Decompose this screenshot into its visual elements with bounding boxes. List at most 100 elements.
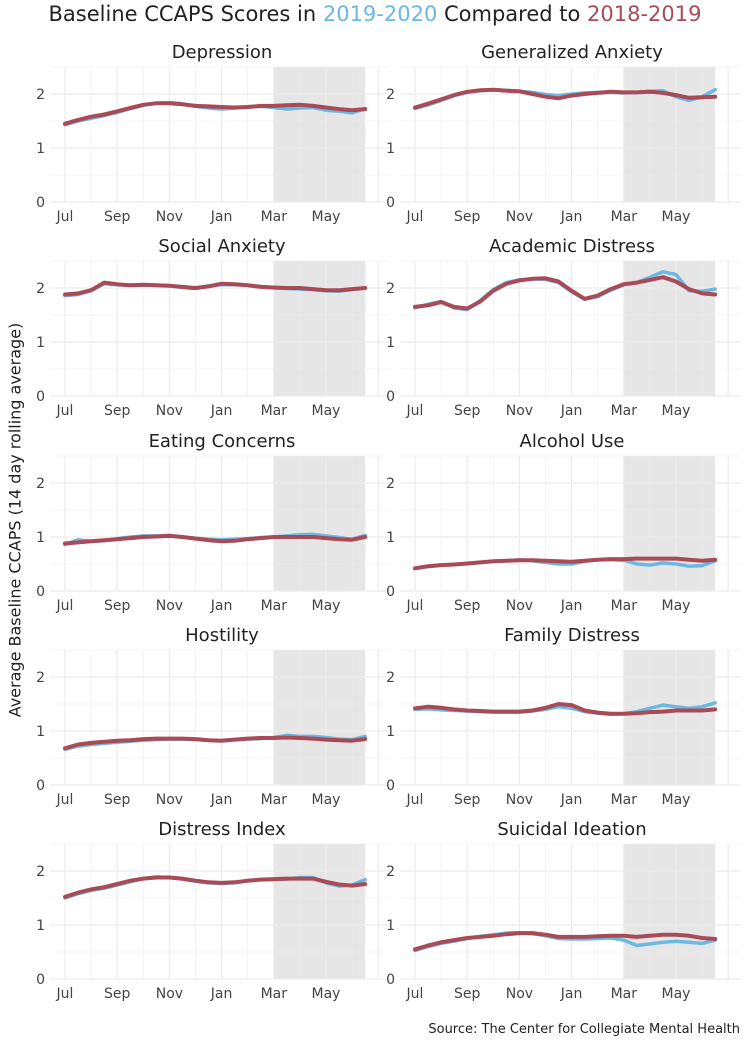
x-tick-label: Jul	[56, 598, 74, 614]
y-tick-label: 1	[36, 141, 45, 157]
panel-title: Hostility	[185, 625, 259, 646]
x-tick-label: Mar	[261, 598, 288, 614]
x-tick-label: Nov	[156, 598, 183, 614]
x-tick-label: May	[662, 792, 691, 808]
y-tick-label: 1	[386, 918, 395, 934]
series-line-2018-2019	[63, 280, 368, 297]
panel-title: Eating Concerns	[149, 431, 296, 452]
title-middle: Compared to	[437, 2, 588, 26]
y-tick-label: 2	[36, 864, 45, 880]
y-tick-label: 2	[386, 864, 395, 880]
x-tick-label: Jul	[406, 986, 424, 1002]
x-tick-label: Mar	[261, 792, 288, 808]
x-tick-label: May	[662, 986, 691, 1002]
y-tick-label: 2	[386, 281, 395, 297]
x-tick-label: Jul	[56, 209, 74, 225]
x-tick-label: Jan	[560, 209, 583, 225]
x-tick-label: Jul	[56, 792, 74, 808]
panel-depression: 0 1 2 Jul Sep Nov Jan Mar May Depression	[36, 42, 390, 225]
x-tick-label: Mar	[611, 986, 638, 1002]
panel-title: Alcohol Use	[520, 431, 625, 452]
x-tick-label: Sep	[104, 209, 131, 225]
x-tick-label: Mar	[261, 986, 288, 1002]
shaded-period	[273, 67, 366, 202]
x-tick-label: Jan	[560, 986, 583, 1002]
x-tick-label: Jan	[210, 986, 233, 1002]
panel-hostility: 0 1 2 Jul Sep Nov Jan Mar May Hostility	[36, 625, 390, 808]
x-tick-label: Jul	[406, 403, 424, 419]
panel-generalized-anxiety: 0 1 2 Jul Sep Nov Jan Mar May Generalized Anxiety	[386, 42, 740, 225]
shaded-period	[623, 456, 716, 591]
x-tick-label: Sep	[104, 403, 131, 419]
x-tick-label: Sep	[454, 598, 481, 614]
x-tick-label: Sep	[454, 403, 481, 419]
y-tick-label: 1	[386, 530, 395, 546]
y-tick-label: 0	[36, 972, 45, 988]
panel-eating-concerns: 0 1 2 Jul Sep Nov Jan Mar May Eating Concerns	[36, 431, 390, 614]
series-line-2018-2019	[413, 275, 718, 311]
y-tick-label: 0	[36, 389, 45, 405]
panel-social-anxiety: 0 1 2 Jul Sep Nov Jan Mar May Social Anxiety	[36, 236, 390, 419]
y-tick-label: 1	[386, 724, 395, 740]
x-tick-label: Sep	[454, 209, 481, 225]
panel-distress-index: 0 1 2 Jul Sep Nov Jan Mar May Distress Index	[36, 819, 390, 1002]
shaded-period	[273, 261, 366, 396]
y-tick-label: 0	[36, 584, 45, 600]
x-tick-label: Nov	[156, 209, 183, 225]
x-tick-label: Sep	[454, 792, 481, 808]
x-tick-label: May	[312, 403, 341, 419]
shaded-period	[273, 844, 366, 979]
panel-title: Academic Distress	[489, 236, 655, 257]
x-tick-label: May	[662, 598, 691, 614]
chart-title: Baseline CCAPS Scores in 2019-2020 Compa…	[0, 2, 750, 26]
panel-title: Depression	[172, 42, 273, 63]
source-note: Source: The Center for Collegiate Mental…	[428, 1022, 740, 1037]
series-line-2018-2019	[63, 101, 368, 126]
x-tick-label: Jan	[210, 209, 233, 225]
series-line-2018-2019	[413, 556, 718, 571]
y-tick-label: 2	[36, 476, 45, 492]
y-tick-label: 2	[386, 87, 395, 103]
x-tick-label: May	[312, 209, 341, 225]
y-tick-label: 1	[36, 918, 45, 934]
x-tick-label: May	[312, 792, 341, 808]
panel-title: Social Anxiety	[158, 236, 286, 257]
x-tick-label: Sep	[454, 986, 481, 1002]
x-tick-label: Nov	[506, 792, 533, 808]
title-year-previous: 2018-2019	[587, 2, 702, 26]
x-tick-label: Nov	[506, 986, 533, 1002]
shaded-period	[623, 67, 716, 202]
x-tick-label: Nov	[156, 792, 183, 808]
x-tick-label: Nov	[506, 403, 533, 419]
x-tick-label: Mar	[611, 403, 638, 419]
x-tick-label: Sep	[104, 792, 131, 808]
y-tick-label: 2	[36, 281, 45, 297]
shaded-period	[273, 456, 366, 591]
panel-family-distress: 0 1 2 Jul Sep Nov Jan Mar May Family Distress	[386, 625, 740, 808]
panel-title: Generalized Anxiety	[481, 42, 663, 63]
y-tick-label: 1	[36, 335, 45, 351]
x-tick-label: May	[312, 598, 341, 614]
series-line-2018-2019	[413, 87, 718, 110]
panel-suicidal-ideation: 0 1 2 Jul Sep Nov Jan Mar May Suicidal Ideation	[386, 819, 740, 1002]
panel-alcohol-use: 0 1 2 Jul Sep Nov Jan Mar May Alcohol Use	[386, 431, 740, 614]
x-tick-label: Jul	[56, 403, 74, 419]
x-tick-label: Sep	[104, 598, 131, 614]
x-tick-label: May	[312, 986, 341, 1002]
series-line-2018-2019	[413, 702, 718, 716]
y-tick-label: 2	[36, 670, 45, 686]
y-tick-label: 0	[386, 584, 395, 600]
x-tick-label: Sep	[104, 986, 131, 1002]
x-tick-label: Nov	[506, 209, 533, 225]
panel-title: Suicidal Ideation	[497, 819, 646, 840]
x-tick-label: Jul	[406, 598, 424, 614]
x-tick-label: Nov	[156, 403, 183, 419]
y-tick-label: 0	[386, 389, 395, 405]
x-tick-label: Jul	[406, 209, 424, 225]
y-tick-label: 0	[386, 195, 395, 211]
x-tick-label: Nov	[506, 598, 533, 614]
series-line-2018-2019	[413, 931, 718, 952]
shaded-period	[623, 650, 716, 785]
y-tick-label: 0	[36, 778, 45, 794]
